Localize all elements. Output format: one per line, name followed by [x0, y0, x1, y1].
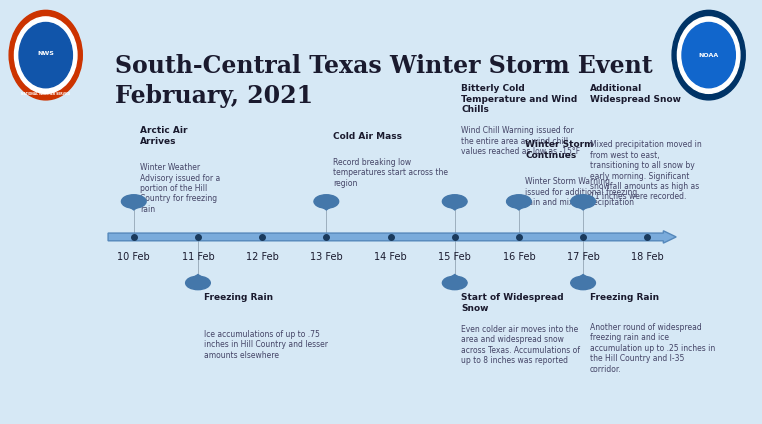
Circle shape: [672, 10, 745, 100]
Text: 11 Feb: 11 Feb: [181, 252, 214, 262]
Polygon shape: [507, 201, 531, 210]
Polygon shape: [571, 274, 595, 283]
Circle shape: [682, 22, 735, 88]
Text: NWS: NWS: [37, 51, 54, 56]
FancyArrow shape: [108, 231, 676, 243]
Text: Freezing Rain: Freezing Rain: [590, 293, 658, 302]
Text: NATIONAL WEATHER SERVICE: NATIONAL WEATHER SERVICE: [21, 92, 70, 96]
Text: Winter Weather
Advisory issued for a
portion of the Hill
Country for freezing
ra: Winter Weather Advisory issued for a por…: [140, 163, 220, 214]
Text: 16 Feb: 16 Feb: [502, 252, 535, 262]
Circle shape: [19, 22, 72, 88]
Circle shape: [677, 17, 740, 93]
Text: Cold Air Mass: Cold Air Mass: [333, 131, 402, 141]
Polygon shape: [121, 201, 146, 210]
Circle shape: [14, 17, 77, 93]
Text: Start of Widespread
Snow: Start of Widespread Snow: [461, 293, 564, 312]
Text: February, 2021: February, 2021: [114, 84, 312, 108]
Text: Arctic Air
Arrives: Arctic Air Arrives: [140, 126, 187, 146]
Text: Ice accumulations of up to .75
inches in Hill Country and lesser
amounts elsewhe: Ice accumulations of up to .75 inches in…: [204, 330, 328, 360]
Circle shape: [443, 276, 467, 290]
Text: South-Central Texas Winter Storm Event: South-Central Texas Winter Storm Event: [114, 54, 652, 78]
Circle shape: [571, 276, 595, 290]
Circle shape: [571, 195, 595, 208]
Text: 13 Feb: 13 Feb: [310, 252, 343, 262]
Polygon shape: [443, 274, 467, 283]
Polygon shape: [314, 201, 338, 210]
Circle shape: [507, 195, 531, 208]
Polygon shape: [186, 274, 210, 283]
Text: 15 Feb: 15 Feb: [438, 252, 471, 262]
Polygon shape: [443, 201, 467, 210]
Circle shape: [9, 10, 82, 100]
Text: Bitterly Cold
Temperature and Wind
Chills: Bitterly Cold Temperature and Wind Chill…: [461, 84, 578, 114]
Circle shape: [121, 195, 146, 208]
Text: Wind Chill Warning issued for
the entire area as wind chill
values reached as lo: Wind Chill Warning issued for the entire…: [461, 126, 580, 156]
Text: 18 Feb: 18 Feb: [631, 252, 664, 262]
Circle shape: [186, 276, 210, 290]
Text: Additional
Widespread Snow: Additional Widespread Snow: [590, 84, 680, 103]
Text: 17 Feb: 17 Feb: [567, 252, 600, 262]
Circle shape: [443, 195, 467, 208]
Text: Freezing Rain: Freezing Rain: [204, 293, 274, 302]
Text: Record breaking low
temperatures start across the
region: Record breaking low temperatures start a…: [333, 158, 448, 188]
Text: Even colder air moves into the
area and widespread snow
across Texas. Accumulati: Even colder air moves into the area and …: [461, 325, 580, 365]
Text: 12 Feb: 12 Feb: [245, 252, 279, 262]
Circle shape: [314, 195, 338, 208]
Text: 10 Feb: 10 Feb: [117, 252, 150, 262]
Text: Winter Storm Warning
issued for additional freezing
rain and mixed precipitation: Winter Storm Warning issued for addition…: [525, 177, 638, 207]
Text: Mixed precipitation moved in
from west to east,
transitioning to all snow by
ear: Mixed precipitation moved in from west t…: [590, 140, 701, 201]
Polygon shape: [571, 201, 595, 210]
Text: NOAA: NOAA: [699, 53, 719, 58]
Text: Another round of widespread
freezing rain and ice
accumulation up to .25 inches : Another round of widespread freezing rai…: [590, 323, 715, 374]
Text: Winter Storm
Continues: Winter Storm Continues: [525, 140, 594, 160]
Text: 14 Feb: 14 Feb: [374, 252, 407, 262]
